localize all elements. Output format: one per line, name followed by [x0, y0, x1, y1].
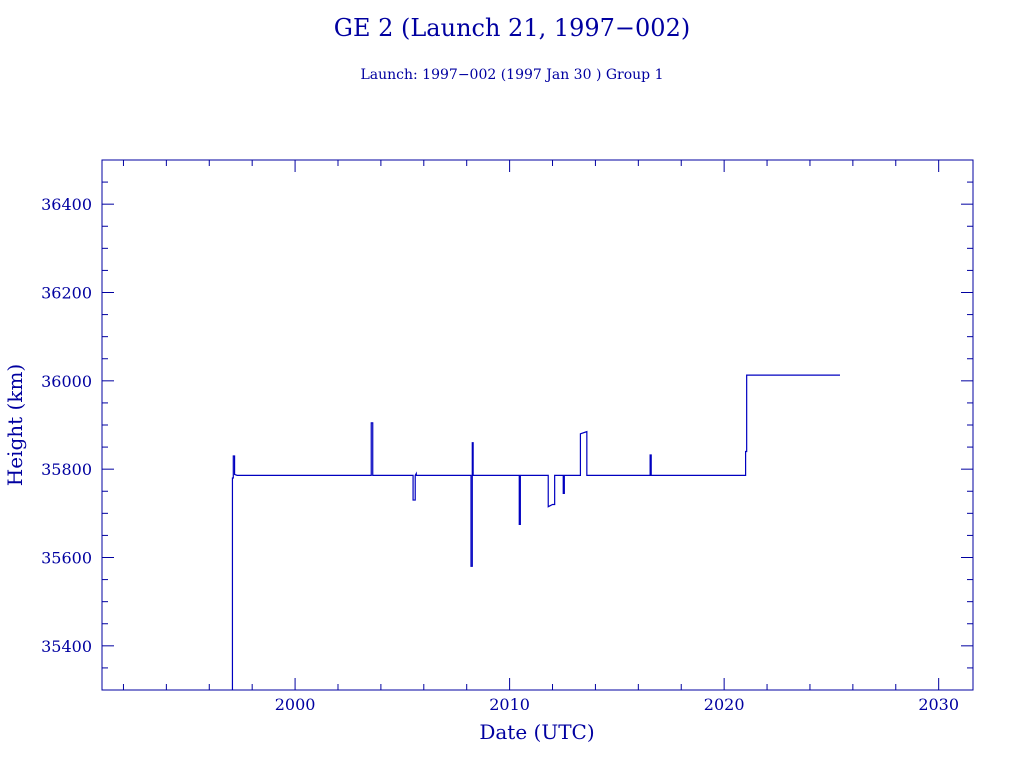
y-tick-label: 36000 [41, 372, 92, 391]
x-tick-label: 2030 [918, 695, 959, 714]
y-tick-label: 35400 [41, 637, 92, 656]
chart-subtitle: Launch: 1997−002 (1997 Jan 30 ) Group 1 [360, 67, 664, 83]
x-tick-label: 2020 [704, 695, 745, 714]
x-tick-label: 2000 [275, 695, 316, 714]
height-series-line [231, 374, 840, 690]
axis-ticks [102, 159, 973, 691]
tick-labels: 2000 2010 2020 2030 35400 35600 35800 36000 3620… [41, 195, 959, 714]
series-group [231, 374, 840, 690]
chart-title: GE 2 (Launch 21, 1997−002) [333, 14, 691, 42]
x-tick-label: 2010 [489, 695, 530, 714]
y-tick-label: 35600 [41, 549, 92, 568]
y-tick-label: 36200 [41, 284, 92, 303]
y-tick-label: 36400 [41, 195, 92, 214]
y-tick-label: 35800 [41, 460, 92, 479]
y-axis-label: Height (km) [3, 364, 27, 486]
x-axis-label: Date (UTC) [479, 720, 594, 744]
